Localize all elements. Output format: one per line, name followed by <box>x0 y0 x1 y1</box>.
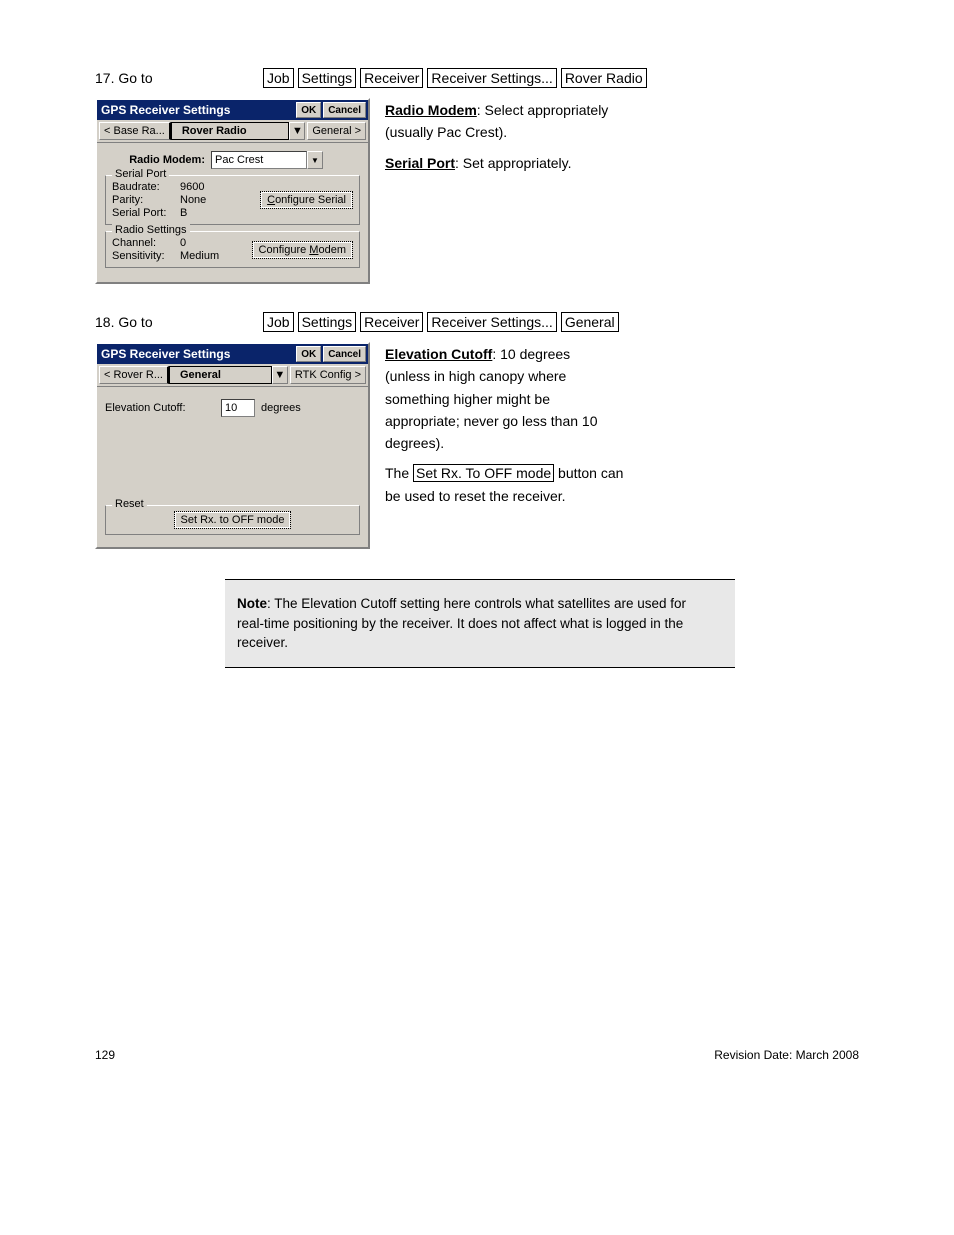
note-box: Note: The Elevation Cutoff setting here … <box>225 579 735 668</box>
page-number: 129 <box>95 1048 115 1062</box>
configure-serial-button[interactable]: Configure Serial <box>260 191 353 209</box>
cancel-button-2[interactable]: Cancel <box>323 346 366 362</box>
bc2-receiver-settings: Receiver Settings... <box>427 312 556 332</box>
revision-date: Revision Date: March 2008 <box>714 1048 859 1062</box>
configure-modem-button[interactable]: Configure Modem <box>252 241 353 259</box>
dialog-general: GPS Receiver Settings OK Cancel < Rover … <box>95 342 370 549</box>
dialog-title: GPS Receiver Settings <box>101 103 230 117</box>
elevation-cutoff-label: Elevation Cutoff: <box>105 402 215 414</box>
page-footer: 129 Revision Date: March 2008 <box>95 1048 859 1062</box>
ok-button-2[interactable]: OK <box>296 346 321 362</box>
step-number: 17. Go to <box>95 70 223 86</box>
legend-serial-port: Serial Port <box>112 168 169 180</box>
step1-side-text: Radio Modem: Select appropriately (usual… <box>385 98 859 183</box>
bc2-settings: Settings <box>298 312 357 332</box>
dropdown-icon[interactable]: ▼ <box>307 151 323 169</box>
bc-rover-radio: Rover Radio <box>561 68 647 88</box>
note-label: Note <box>237 596 267 611</box>
baudrate-label: Baudrate: <box>112 181 174 193</box>
ok-button[interactable]: OK <box>296 102 321 118</box>
tab2-active[interactable]: General <box>169 366 272 384</box>
radio-modem-select[interactable]: Pac Crest <box>211 151 307 169</box>
tab-row-2: < Rover R... General ▼ RTK Config > <box>97 364 368 387</box>
elevation-cutoff-unit: degrees <box>261 402 301 414</box>
sensitivity-value: Medium <box>180 250 219 262</box>
radio-modem-label: Radio Modem: <box>105 154 205 166</box>
fieldset-reset: Reset Set Rx. to OFF mode <box>105 505 360 535</box>
tab-active[interactable]: Rover Radio <box>171 122 290 140</box>
bc-receiver: Receiver <box>360 68 423 88</box>
channel-label: Channel: <box>112 237 174 249</box>
tab-dropdown-icon[interactable]: ▼ <box>289 122 305 140</box>
channel-value: 0 <box>180 237 186 249</box>
tab-prev[interactable]: < Base Ra... <box>99 122 171 140</box>
dialog2-title: GPS Receiver Settings <box>101 347 230 361</box>
serialport-label: Serial Port: <box>112 207 174 219</box>
set-rx-off-button[interactable]: Set Rx. to OFF mode <box>174 511 292 529</box>
tab2-dropdown-icon[interactable]: ▼ <box>272 366 288 384</box>
parity-value: None <box>180 194 206 206</box>
serialport-value: B <box>180 207 187 219</box>
fieldset-serial-port: Serial Port Baudrate:9600 Parity:None Se… <box>105 175 360 225</box>
bc2-general: General <box>561 312 619 332</box>
tab-row: < Base Ra... Rover Radio ▼ General > <box>97 120 368 143</box>
bc2-receiver: Receiver <box>360 312 423 332</box>
bc-job: Job <box>263 68 294 88</box>
fieldset-radio-settings: Radio Settings Channel:0 Sensitivity:Med… <box>105 231 360 268</box>
tab-active-label: Rover Radio <box>182 125 247 137</box>
sensitivity-label: Sensitivity: <box>112 250 174 262</box>
tab2-next[interactable]: RTK Config > <box>290 366 366 384</box>
tab-next[interactable]: General > <box>307 122 366 140</box>
parity-label: Parity: <box>112 194 174 206</box>
dialog-titlebar: GPS Receiver Settings OK Cancel <box>97 100 368 120</box>
elevation-cutoff-input[interactable]: 10 <box>221 399 255 417</box>
dialog-rover-radio: GPS Receiver Settings OK Cancel < Base R… <box>95 98 370 284</box>
step2-side-text: Elevation Cutoff: 10 degrees (unless in … <box>385 342 859 516</box>
legend-reset: Reset <box>112 498 147 510</box>
legend-radio-settings: Radio Settings <box>112 224 190 236</box>
tab2-active-label: General <box>180 369 221 381</box>
breadcrumb-1: Job Settings Receiver Receiver Settings.… <box>263 68 859 88</box>
baudrate-value: 9600 <box>180 181 204 193</box>
bc-settings: Settings <box>298 68 357 88</box>
bc-receiver-settings: Receiver Settings... <box>427 68 556 88</box>
step-number-2: 18. Go to <box>95 314 223 330</box>
cancel-button[interactable]: Cancel <box>323 102 366 118</box>
set-rx-off-ref: Set Rx. To OFF mode <box>413 464 554 482</box>
bc2-job: Job <box>263 312 294 332</box>
dialog2-titlebar: GPS Receiver Settings OK Cancel <box>97 344 368 364</box>
breadcrumb-2: Job Settings Receiver Receiver Settings.… <box>263 312 859 332</box>
tab2-prev[interactable]: < Rover R... <box>99 366 169 384</box>
